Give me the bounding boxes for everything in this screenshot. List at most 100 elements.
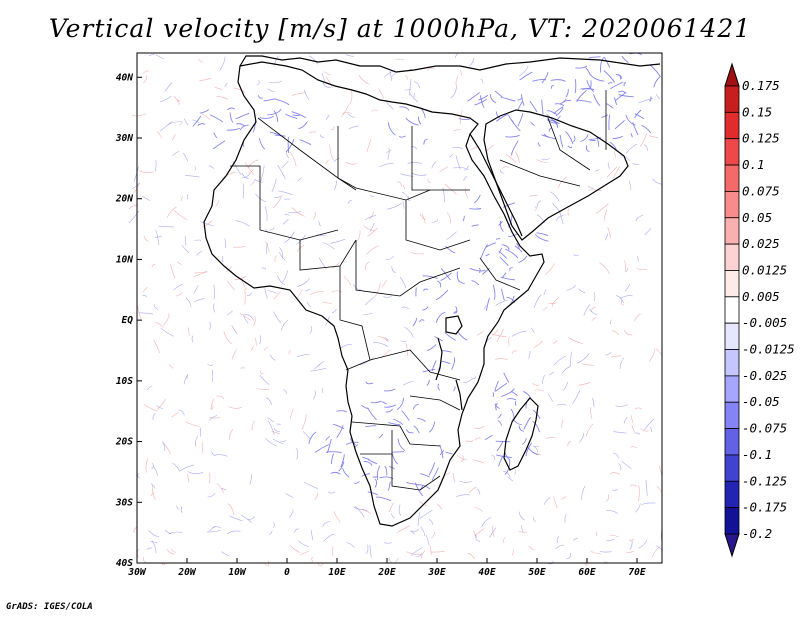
contour-line: [269, 80, 282, 84]
contour-line: [491, 455, 496, 461]
contour-line: [210, 398, 215, 410]
contour-line: [591, 316, 597, 322]
contour-line: [456, 494, 471, 497]
contour-line: [192, 115, 202, 127]
contour-line: [175, 292, 183, 297]
contour-line: [508, 114, 514, 123]
contour-line: [314, 492, 319, 501]
contour-line: [200, 221, 214, 227]
y-axis: 40N 30N 20N 10N EQ 10S 20S 30S 40S: [115, 72, 142, 569]
contour-line: [309, 131, 317, 133]
contour-line: [426, 379, 430, 387]
contour-line: [296, 354, 310, 358]
contour-line: [613, 166, 620, 179]
contour-line: [453, 311, 458, 315]
contour-line: [611, 330, 619, 336]
contour-line: [619, 357, 625, 370]
contour-line: [365, 245, 380, 255]
contour-line: [471, 280, 480, 286]
contour-line: [342, 467, 350, 478]
contour-line: [614, 120, 625, 130]
contour-line: [518, 425, 525, 432]
contour-line: [514, 469, 517, 475]
contour-line: [429, 544, 432, 555]
contour-line: [422, 368, 436, 373]
colorbar-swatch: [724, 243, 740, 271]
contour-line: [157, 131, 162, 139]
y-tick-label: 30S: [115, 497, 133, 508]
contour-line: [492, 334, 507, 337]
contour-line: [626, 551, 634, 553]
contour-line: [363, 225, 375, 232]
contour-line: [277, 275, 286, 286]
contour-line: [159, 121, 173, 132]
plot-frame: [136, 52, 663, 564]
contour-line: [154, 235, 163, 238]
contour-line: [511, 330, 527, 337]
contour-line: [309, 325, 312, 334]
contour-line: [618, 463, 622, 471]
contour-line: [585, 145, 590, 152]
contour-line: [567, 145, 573, 149]
contour-line: [610, 534, 619, 538]
contour-line: [463, 378, 473, 383]
contour-line: [560, 98, 567, 104]
lake-victoria: [445, 315, 463, 335]
contour-line: [629, 540, 633, 550]
contour-line: [250, 345, 254, 351]
contour-line: [396, 525, 410, 533]
contour-line: [532, 420, 541, 433]
contour-line: [372, 476, 379, 478]
contour-line: [610, 355, 622, 358]
contour-line: [171, 412, 179, 418]
contour-line: [523, 416, 531, 430]
contour-line: [325, 435, 331, 441]
contour-line: [616, 295, 624, 304]
contour-line: [407, 196, 411, 201]
y-tick-label: 10S: [116, 376, 133, 387]
contour-line: [169, 263, 176, 279]
contour-line: [423, 138, 428, 145]
velocity-contours: [128, 52, 663, 567]
contour-line: [348, 199, 353, 204]
contour-line: [501, 388, 515, 397]
contour-line: [573, 537, 578, 541]
contour-line: [193, 284, 199, 294]
contour-line: [510, 408, 515, 420]
contour-line: [156, 404, 163, 410]
red-sea: [469, 133, 523, 237]
contour-line: [589, 137, 602, 141]
contour-line: [288, 211, 302, 214]
contour-line: [644, 418, 655, 431]
contour-line: [325, 159, 329, 165]
contour-line: [402, 380, 414, 386]
contour-line: [445, 245, 456, 254]
contour-line: [246, 293, 253, 296]
contour-line: [195, 436, 198, 447]
colorbar-swatch: [724, 401, 740, 429]
contour-line: [444, 183, 457, 195]
contour-line: [462, 215, 465, 222]
contour-line: [303, 481, 318, 489]
contour-line: [389, 465, 396, 470]
contour-line: [322, 521, 331, 527]
contour-line: [548, 371, 554, 376]
contour-line: [142, 70, 150, 74]
contour-line: [482, 268, 490, 275]
contour-line: [396, 397, 405, 410]
contour-line: [243, 315, 249, 324]
contour-line: [221, 487, 226, 491]
contour-line: [183, 375, 188, 385]
contour-line: [273, 311, 281, 324]
contour-line: [422, 275, 438, 279]
contour-line: [421, 213, 426, 224]
contour-line: [395, 58, 405, 60]
contour-line: [296, 277, 311, 288]
x-tick-label: 10E: [328, 567, 345, 578]
contour-line: [414, 482, 423, 497]
contour-line: [387, 147, 390, 160]
contour-line: [606, 166, 618, 178]
contour-line: [419, 213, 426, 220]
contour-line: [406, 551, 422, 555]
colorbar-bottom-arrow: [724, 533, 740, 558]
